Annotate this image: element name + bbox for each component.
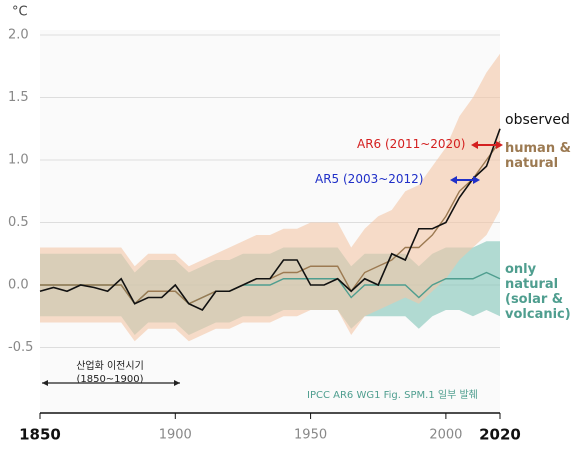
x-tick-label: 1850 <box>19 426 61 444</box>
arrow-heads <box>450 176 480 184</box>
y-tick-label: 2.0 <box>8 28 29 43</box>
arrow-heads <box>471 141 503 149</box>
annotation-source: IPCC AR6 WG1 Fig. SPM.1 일부 발췌 <box>307 390 478 401</box>
y-axis-label: °C <box>12 5 28 20</box>
x-tick-label: 1950 <box>294 428 327 443</box>
y-tick-label: 1.5 <box>8 90 29 105</box>
annotation-preindustrial: 산업화 이전시기 (1850~1900) <box>76 361 144 385</box>
x-tick-label: 2020 <box>479 426 521 444</box>
y-tick-label: 0.0 <box>8 278 29 293</box>
annotation-ar5: AR5 (2003~2012) <box>315 172 424 186</box>
legend-observed: observed <box>505 112 570 128</box>
annotation-ar6: AR6 (2011~2020) <box>357 137 466 151</box>
legend-only-natural: only natural (solar & volcanic) <box>505 262 571 322</box>
y-tick-label: -0.5 <box>8 340 33 355</box>
x-tick-label: 2000 <box>429 428 462 443</box>
series-line <box>39 128 501 312</box>
x-tick-label: 1900 <box>159 428 192 443</box>
y-tick-label: 0.5 <box>8 215 29 230</box>
y-tick-label: 1.0 <box>8 153 29 168</box>
legend-human-natural: human & natural <box>505 141 571 171</box>
